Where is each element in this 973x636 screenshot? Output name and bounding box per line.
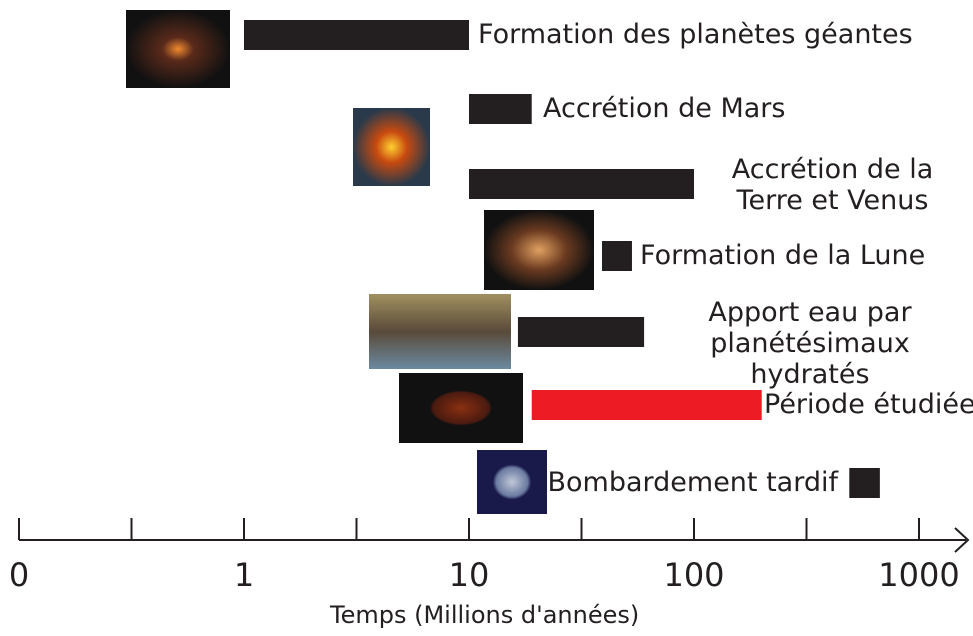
bar-label: Apport eau par planétésimaux hydratés	[708, 297, 912, 390]
image	[353, 108, 430, 186]
x-axis-title: Temps (Millions d'années)	[330, 601, 640, 629]
axis-arrow	[954, 527, 970, 553]
image	[369, 294, 511, 369]
bar-label: Bombardement tardif	[547, 467, 838, 498]
bar	[469, 94, 532, 124]
illustrations	[126, 10, 594, 514]
bar-label: Accrétion de Mars	[543, 93, 786, 124]
x-tick-label: 1000	[878, 556, 960, 594]
bar	[469, 169, 694, 199]
bar-label: Accrétion de la Terre et Venus	[731, 154, 934, 216]
bar-label: Formation de la Lune	[640, 240, 926, 271]
x-tick-label: 100	[663, 556, 725, 594]
image	[126, 10, 230, 88]
bar	[531, 390, 762, 420]
x-tick-label: 1	[233, 556, 255, 594]
bar	[601, 241, 632, 271]
x-tick-label: 0	[8, 556, 30, 594]
x-tick-label: 10	[448, 556, 490, 594]
image	[477, 450, 547, 514]
bar-label: Période étudiée	[764, 389, 973, 420]
bar	[849, 468, 880, 498]
bar	[517, 317, 645, 347]
image	[399, 373, 523, 443]
image	[484, 210, 594, 290]
bar-label: Formation des planètes géantes	[478, 19, 913, 50]
bar	[244, 20, 469, 50]
